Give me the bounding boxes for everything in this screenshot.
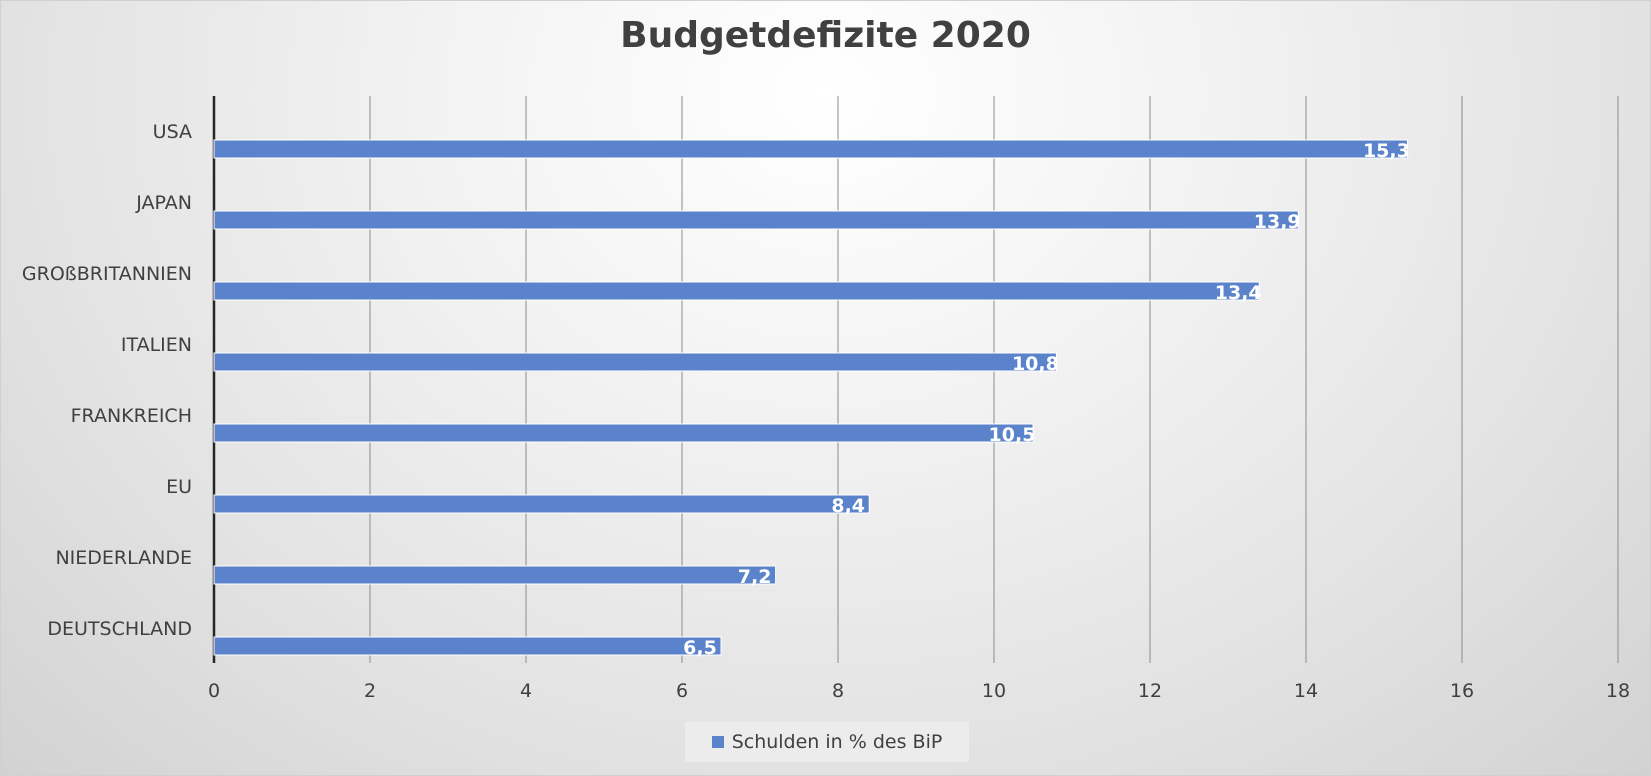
- chart-title: Budgetdefizite 2020: [620, 15, 1031, 56]
- bar: [213, 636, 722, 656]
- x-tick-label: 8: [832, 680, 844, 702]
- x-tick-label: 0: [208, 680, 220, 702]
- bar: [213, 565, 777, 585]
- category-label: EU: [166, 476, 192, 498]
- category-label: FRANKREICH: [71, 405, 192, 427]
- x-tick-label: 10: [982, 680, 1006, 702]
- category-label: JAPAN: [135, 192, 192, 214]
- x-tick-label: 18: [1606, 680, 1630, 702]
- x-tick-label: 4: [520, 680, 532, 702]
- bar: [213, 494, 870, 514]
- legend-swatch: [711, 736, 724, 748]
- data-label: 10,8: [1012, 353, 1059, 375]
- bar: [213, 423, 1034, 443]
- bar: [213, 352, 1057, 372]
- bar: [213, 281, 1260, 301]
- x-tick-label: 16: [1450, 680, 1474, 702]
- data-label: 6,5: [683, 637, 717, 659]
- x-tick-label: 6: [676, 680, 688, 702]
- data-label: 13,4: [1215, 282, 1262, 304]
- category-label: USA: [153, 121, 192, 143]
- category-label: DEUTSCHLAND: [47, 618, 192, 640]
- bar: [213, 139, 1408, 159]
- data-label: 8,4: [831, 495, 865, 517]
- chart-legend: Schulden in % des BiP: [685, 722, 969, 762]
- category-label: GROßBRITANNIEN: [22, 263, 192, 285]
- data-label: 7,2: [738, 566, 772, 588]
- data-label: 13,9: [1254, 211, 1301, 233]
- x-tick-label: 2: [364, 680, 376, 702]
- x-tick-label: 12: [1138, 680, 1162, 702]
- bar: [213, 210, 1299, 230]
- legend-label: Schulden in % des BiP: [731, 731, 943, 753]
- category-label: NIEDERLANDE: [55, 547, 192, 569]
- category-label: ITALIEN: [121, 334, 192, 356]
- x-tick-label: 14: [1294, 680, 1318, 702]
- data-label: 15,3: [1363, 140, 1410, 162]
- data-label: 10,5: [989, 424, 1036, 446]
